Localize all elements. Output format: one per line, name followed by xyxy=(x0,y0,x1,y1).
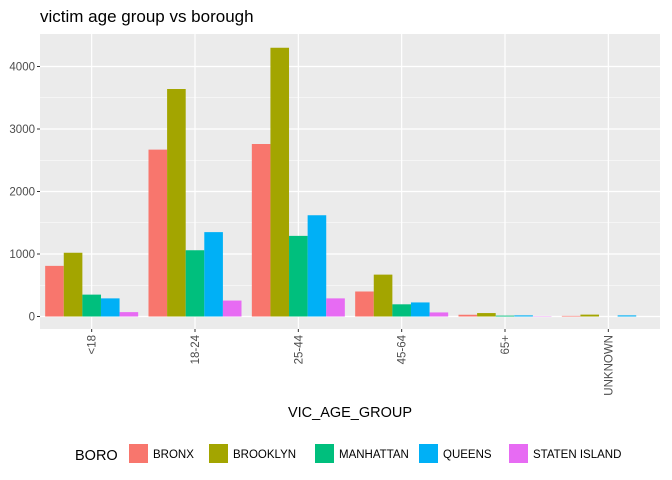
bar-bronx xyxy=(458,314,478,317)
legend-key xyxy=(129,444,148,463)
legend-key xyxy=(419,444,438,463)
legend: BORO BRONX BROOKLYN MANHATTAN QUEENS STATEN … xyxy=(75,444,621,464)
bar-staten-island xyxy=(429,312,449,317)
bar-staten-island xyxy=(326,298,345,317)
y-tick-label: 3000 xyxy=(9,124,35,136)
legend-key xyxy=(209,444,228,463)
bar-brooklyn xyxy=(477,313,496,317)
bar-manhattan xyxy=(495,315,515,317)
bar-bronx xyxy=(148,149,168,317)
bar-staten-island xyxy=(222,300,242,317)
bar-bronx xyxy=(561,315,581,317)
x-axis-title: VIC_AGE_GROUP xyxy=(288,405,412,421)
legend-title: BORO xyxy=(75,448,118,464)
y-tick-label: 0 xyxy=(29,312,35,324)
bar-queens xyxy=(617,315,637,317)
bar-queens xyxy=(410,302,430,317)
legend-label: BRONX xyxy=(153,449,194,461)
bar-brooklyn xyxy=(373,274,393,317)
x-tick-label: <18 xyxy=(87,335,99,355)
bar-manhattan xyxy=(289,235,308,317)
x-axis: <18 18-24 25-44 45-64 65+ UNKNOWN xyxy=(87,329,615,396)
grid-lines xyxy=(40,34,660,329)
bar-bronx xyxy=(251,144,271,317)
x-tick-label: 18-24 xyxy=(190,334,202,364)
bar-brooklyn xyxy=(167,89,186,317)
bar-manhattan xyxy=(392,304,411,317)
bar-manhattan xyxy=(185,250,205,317)
bar-brooklyn xyxy=(580,314,600,317)
legend-items: BRONX BROOKLYN MANHATTAN QUEENS STATEN ISLAN… xyxy=(129,444,621,463)
legend-label: BROOKLYN xyxy=(233,449,296,461)
y-tick-label: 4000 xyxy=(9,62,35,74)
bar-staten-island xyxy=(119,312,139,317)
x-tick-label: 25-44 xyxy=(293,334,305,364)
bar-queens xyxy=(307,215,327,317)
legend-label: MANHATTAN xyxy=(339,449,409,461)
legend-label: QUEENS xyxy=(443,449,492,461)
chart-title: victim age group vs borough xyxy=(40,7,254,26)
y-axis: 0 1000 2000 3000 4000 xyxy=(9,62,40,324)
bar-brooklyn xyxy=(270,47,290,317)
bars xyxy=(45,47,637,317)
x-tick-label: 45-64 xyxy=(397,334,409,364)
bar-bronx xyxy=(355,291,374,317)
bar-queens xyxy=(514,315,533,317)
x-tick-label: 65+ xyxy=(500,335,512,355)
y-tick-label: 1000 xyxy=(9,249,35,261)
bar-manhattan xyxy=(82,294,101,317)
legend-label: STATEN ISLAND xyxy=(533,449,621,461)
bar-queens xyxy=(204,232,223,317)
bar-brooklyn xyxy=(63,252,83,317)
bar-queens xyxy=(100,298,120,317)
legend-key xyxy=(315,444,334,463)
bar-bronx xyxy=(45,265,64,317)
y-tick-label: 2000 xyxy=(9,187,35,199)
legend-key xyxy=(509,444,528,463)
plot-panel xyxy=(40,34,660,329)
x-tick-label: UNKNOWN xyxy=(603,335,615,396)
